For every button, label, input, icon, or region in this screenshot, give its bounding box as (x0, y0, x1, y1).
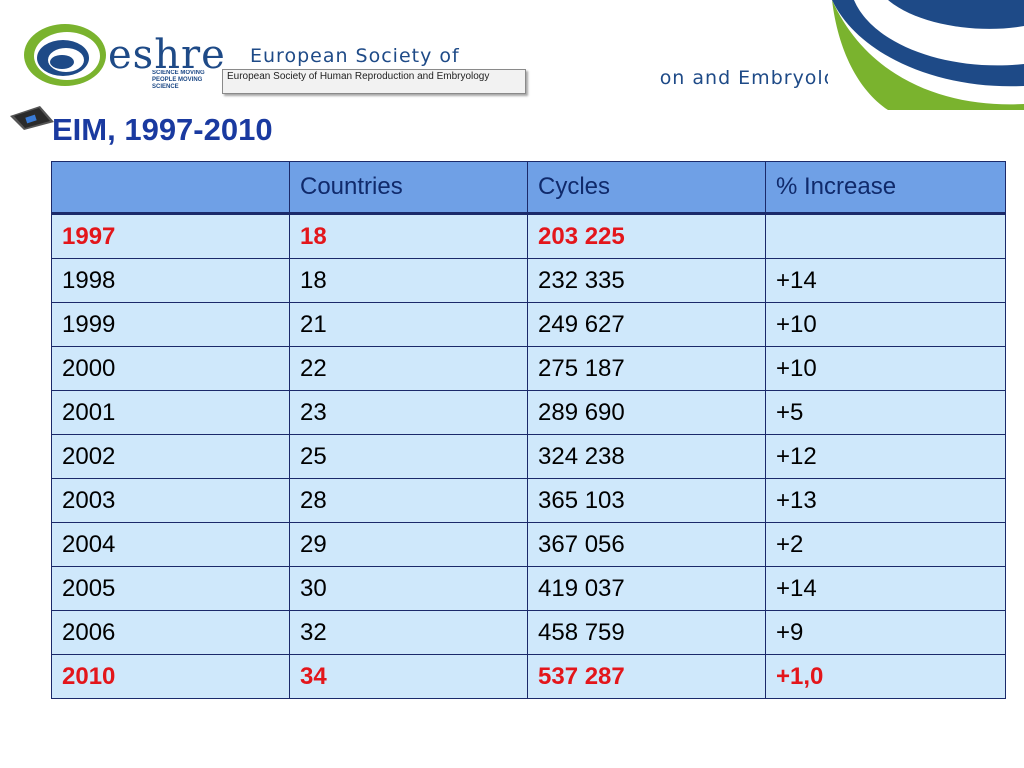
cell-countries: 23 (289, 390, 528, 435)
cell-year: 2005 (51, 566, 290, 611)
cell-countries: 25 (289, 434, 528, 479)
society-name-line2: European Society of Human Reproduction a… (250, 67, 862, 89)
header-countries: Countries (289, 161, 528, 215)
cell-cycles: 537 287 (527, 654, 766, 699)
slide-title: EIM, 1997-2010 (52, 112, 273, 147)
society-name-line1: European Society of (250, 45, 460, 67)
cell-cycles: 249 627 (527, 302, 766, 347)
cell-increase (765, 213, 1006, 259)
header-year (51, 161, 290, 215)
cell-countries: 30 (289, 566, 528, 611)
table-row: 1999 21 249 627 +10 (51, 302, 1006, 347)
cell-cycles: 419 037 (527, 566, 766, 611)
table-row: 2005 30 419 037 +14 (51, 566, 1006, 611)
cell-cycles: 289 690 (527, 390, 766, 435)
table-row: 2003 28 365 103 +13 (51, 478, 1006, 523)
cell-increase: +5 (765, 390, 1006, 435)
table-row: 2000 22 275 187 +10 (51, 346, 1006, 391)
cell-increase: +14 (765, 258, 1006, 303)
society-name-line2-text: on and Embryology (659, 67, 862, 89)
table-header-row: Countries Cycles % Increase (51, 161, 1006, 215)
swoosh-decoration-icon (828, 0, 1024, 110)
cell-year: 2006 (51, 610, 290, 655)
cell-increase: +14 (765, 566, 1006, 611)
logo-wordmark: eshre (108, 32, 226, 78)
cell-countries: 22 (289, 346, 528, 391)
cell-cycles: 232 335 (527, 258, 766, 303)
cell-year: 1999 (51, 302, 290, 347)
header-banner: eshre SCIENCE MOVING PEOPLE MOVING SCIEN… (0, 0, 1024, 110)
eshre-logo-icon (24, 24, 106, 86)
cell-countries: 18 (289, 213, 528, 259)
table-row: 1997 18 203 225 (51, 213, 1006, 259)
cell-year: 2000 (51, 346, 290, 391)
table-row: 2004 29 367 056 +2 (51, 522, 1006, 567)
cell-increase: +10 (765, 302, 1006, 347)
cell-increase: +13 (765, 478, 1006, 523)
cell-year: 1997 (51, 213, 290, 259)
cell-cycles: 324 238 (527, 434, 766, 479)
cell-year: 2002 (51, 434, 290, 479)
table-row: 2010 34 537 287 +1,0 (51, 654, 1006, 699)
tooltip: European Society of Human Reproduction a… (222, 69, 526, 94)
eim-data-table: Countries Cycles % Increase 1997 18 203 … (51, 161, 1006, 699)
cell-cycles: 458 759 (527, 610, 766, 655)
cell-year: 1998 (51, 258, 290, 303)
cell-year: 2003 (51, 478, 290, 523)
cell-increase: +1,0 (765, 654, 1006, 699)
logo-tagline: SCIENCE MOVING PEOPLE MOVING SCIENCE (152, 70, 205, 90)
cell-year: 2010 (51, 654, 290, 699)
cell-increase: +12 (765, 434, 1006, 479)
cell-year: 2004 (51, 522, 290, 567)
table-row: 1998 18 232 335 +14 (51, 258, 1006, 303)
header-increase: % Increase (765, 161, 1006, 215)
cell-countries: 32 (289, 610, 528, 655)
slide-thumbnail-icon (10, 106, 54, 130)
cell-year: 2001 (51, 390, 290, 435)
cell-countries: 21 (289, 302, 528, 347)
cell-countries: 28 (289, 478, 528, 523)
cell-increase: +2 (765, 522, 1006, 567)
header-cycles: Cycles (527, 161, 766, 215)
cell-increase: +9 (765, 610, 1006, 655)
cell-countries: 34 (289, 654, 528, 699)
cell-cycles: 203 225 (527, 213, 766, 259)
cell-countries: 29 (289, 522, 528, 567)
table-row: 2001 23 289 690 +5 (51, 390, 1006, 435)
cell-increase: +10 (765, 346, 1006, 391)
cell-countries: 18 (289, 258, 528, 303)
table-row: 2006 32 458 759 +9 (51, 610, 1006, 655)
cell-cycles: 275 187 (527, 346, 766, 391)
table-row: 2002 25 324 238 +12 (51, 434, 1006, 479)
cell-cycles: 367 056 (527, 522, 766, 567)
cell-cycles: 365 103 (527, 478, 766, 523)
